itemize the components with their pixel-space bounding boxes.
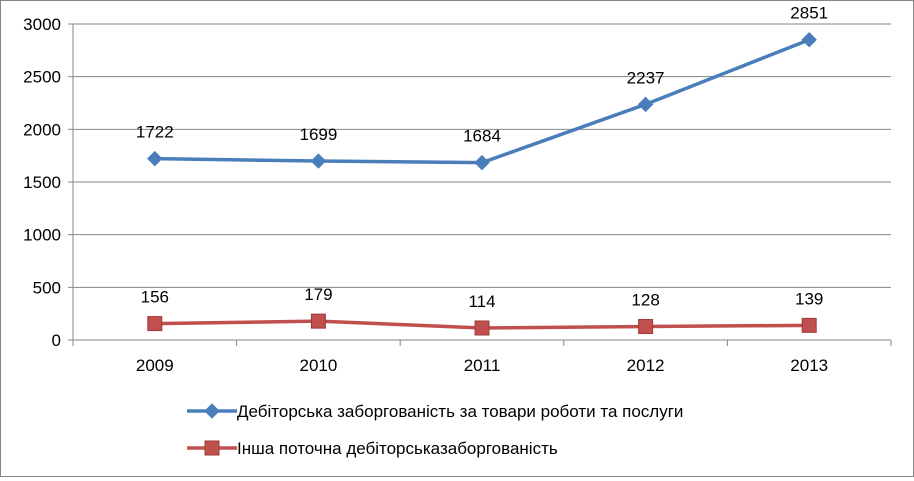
y-tick-label: 1000 <box>23 226 61 245</box>
series-2-point <box>147 316 163 332</box>
series-1-point <box>801 31 817 48</box>
data-label: 1722 <box>136 123 174 142</box>
series-1-point <box>310 153 327 169</box>
x-tick-label: 2011 <box>464 356 501 375</box>
data-label: 2237 <box>627 68 665 87</box>
x-tick-label: 2012 <box>627 356 665 375</box>
data-label: 1684 <box>463 127 501 146</box>
series-1-point <box>474 154 490 171</box>
series-1-point <box>147 150 163 167</box>
data-label: 179 <box>304 285 332 304</box>
axes: 0 500 1000 1500 2000 2500 3000 2009 2010 2011 2012… <box>23 15 892 375</box>
y-tick-label: 2000 <box>23 120 61 139</box>
y-tick-label: 1500 <box>23 173 61 192</box>
legend-marker <box>204 440 220 456</box>
series-2-point <box>801 317 817 333</box>
x-tick-label: 2013 <box>790 356 828 375</box>
y-tick-label: 3000 <box>23 15 61 34</box>
legend-marker <box>204 403 220 419</box>
data-label: 2851 <box>790 4 828 23</box>
series-2-point <box>474 320 490 336</box>
data-labels: 1722 1699 1684 2237 2851 156 179 114 128 139 <box>136 4 828 311</box>
y-tick-label: 0 <box>52 331 61 350</box>
legend: Дебіторська заборгованість за товари роб… <box>187 402 683 458</box>
series-1-point <box>637 96 654 113</box>
legend-label: Інша поточна дебіторськазаборгованість <box>237 439 558 458</box>
legend-label: Дебіторська заборгованість за товари роб… <box>237 402 683 421</box>
data-label: 128 <box>631 291 659 310</box>
series-2-point <box>638 319 654 335</box>
series-lines <box>147 31 817 336</box>
x-tick-label: 2010 <box>299 356 337 375</box>
y-tick-label: 500 <box>33 278 61 297</box>
data-label: 139 <box>795 289 823 308</box>
x-tick-label: 2009 <box>136 356 174 375</box>
data-label: 1699 <box>299 125 337 144</box>
data-label: 114 <box>468 292 495 311</box>
y-tick-label: 2500 <box>23 68 61 87</box>
series-2-point <box>310 313 326 329</box>
data-label: 156 <box>141 288 169 307</box>
gridlines <box>73 23 891 288</box>
